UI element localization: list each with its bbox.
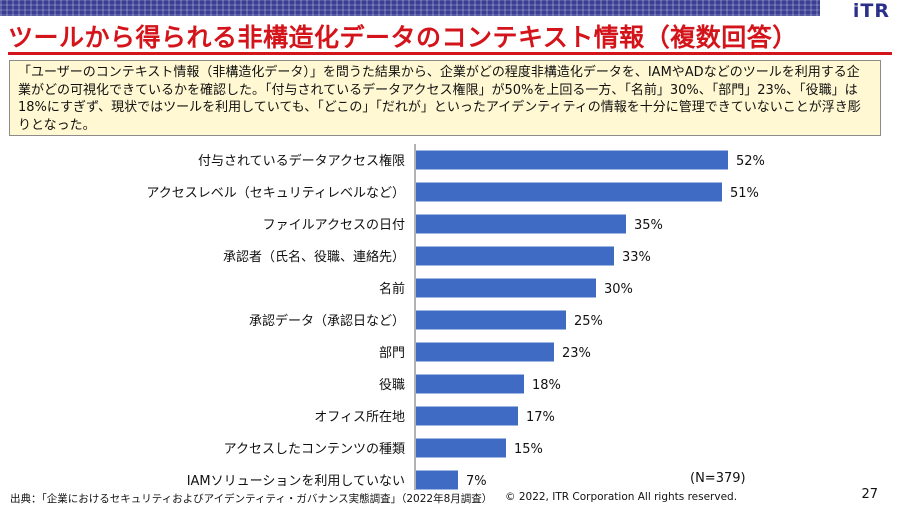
category-label: 部門 [379, 346, 405, 361]
itr-logo: iTR [852, 0, 890, 22]
bar [416, 310, 566, 330]
value-label: 51% [730, 186, 759, 201]
bar [416, 374, 524, 394]
bar [416, 214, 626, 234]
title-underline [8, 52, 892, 55]
value-label: 23% [562, 346, 591, 361]
value-label: 33% [622, 250, 651, 265]
bar [416, 438, 506, 458]
bar [416, 182, 722, 202]
value-label: 15% [514, 442, 543, 457]
category-label: アクセスしたコンテンツの種類 [224, 441, 405, 457]
bar [416, 470, 458, 490]
value-label: 17% [526, 410, 555, 425]
category-label: 承認者（氏名、役職、連絡先） [223, 249, 405, 265]
value-label: 35% [634, 218, 663, 233]
bar [416, 342, 554, 362]
category-label: 役職 [379, 378, 405, 393]
bar-chart: 付与されているデータアクセス権限 52% アクセスレベル（セキュリティレベルなど） 5… [146, 144, 765, 490]
category-label: アクセスレベル（セキュリティレベルなど） [146, 186, 405, 201]
value-label: 7% [466, 474, 487, 489]
value-label: 52% [736, 154, 765, 169]
sample-size-note: (N=379) [690, 471, 746, 486]
bar [416, 406, 518, 426]
category-label: 承認データ（承認日など） [249, 313, 405, 329]
bar [416, 246, 614, 266]
value-label: 30% [604, 282, 633, 297]
bar [416, 278, 596, 298]
category-label: IAMソリューションを利用していない [187, 474, 405, 489]
value-label: 25% [574, 314, 603, 329]
category-label: オフィス所在地 [314, 410, 405, 425]
category-label: 名前 [379, 281, 405, 297]
header-band [0, 0, 820, 16]
page-title: ツールから得られる非構造化データのコンテキスト情報（複数回答） [8, 23, 798, 52]
bar [416, 150, 728, 170]
source-note: 出典：「企業におけるセキュリティおよびアイデンティティ・ガバナンス実態調査」（2… [10, 493, 493, 505]
category-label: 付与されているデータアクセス権限 [198, 153, 405, 169]
value-label: 18% [532, 378, 561, 393]
category-label: ファイルアクセスの日付 [263, 218, 405, 233]
copyright-text: © 2022, ITR Corporation All rights reser… [505, 491, 738, 503]
summary-box: 「ユーザーのコンテキスト情報（非構造化データ）」を問うた結果から、企業がどの程度… [9, 60, 881, 136]
page-number: 27 [861, 487, 878, 502]
